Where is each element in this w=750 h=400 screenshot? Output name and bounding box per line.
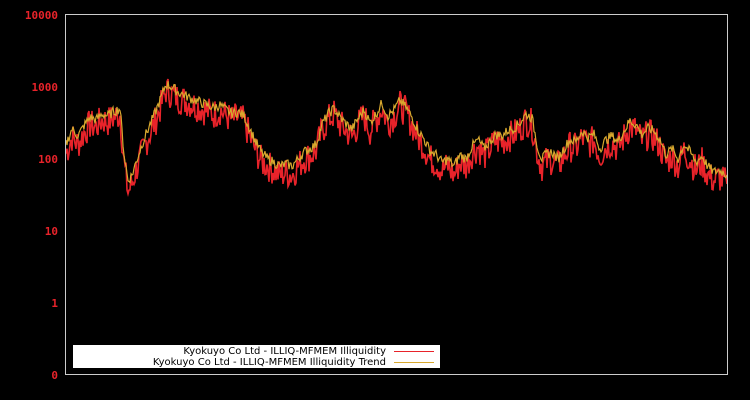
- series-illiquidity-line: [65, 78, 728, 197]
- y-tick-0: 0: [51, 369, 58, 382]
- y-tick-10: 10: [44, 225, 58, 238]
- plot-area: [65, 78, 728, 197]
- chart-legend: Kyokuyo Co Ltd - ILLIQ-MFMEM Illiquidity…: [73, 345, 440, 368]
- y-tick-100: 100: [38, 153, 58, 166]
- plot-frame: [65, 14, 728, 375]
- legend-swatch-red: [394, 351, 434, 352]
- legend-label: Kyokuyo Co Ltd - ILLIQ-MFMEM Illiquidity: [183, 346, 386, 357]
- y-tick-10000: 10000: [24, 9, 58, 22]
- legend-item-illiquidity-trend: Kyokuyo Co Ltd - ILLIQ-MFMEM Illiquidity…: [153, 357, 434, 368]
- series-illiquidity-trend-line: [65, 81, 728, 184]
- legend-label: Kyokuyo Co Ltd - ILLIQ-MFMEM Illiquidity…: [152, 357, 386, 368]
- y-tick-1: 1: [51, 297, 58, 310]
- legend-item-illiquidity: Kyokuyo Co Ltd - ILLIQ-MFMEM Illiquidity: [183, 346, 434, 357]
- y-tick-1000: 1000: [31, 81, 59, 94]
- legend-swatch-gold: [394, 362, 434, 363]
